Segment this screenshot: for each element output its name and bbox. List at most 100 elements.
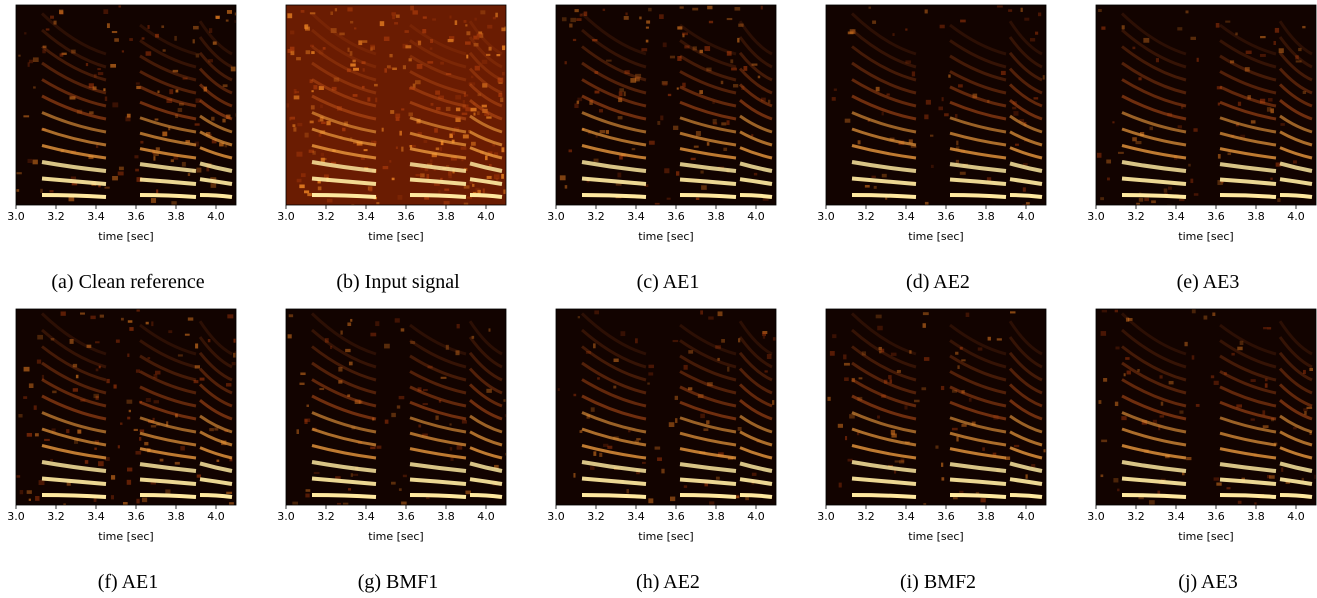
noise xyxy=(222,84,228,88)
noise xyxy=(1217,154,1221,159)
noise xyxy=(613,385,617,389)
noise xyxy=(352,59,356,63)
noise xyxy=(764,370,768,373)
noise xyxy=(159,458,164,462)
harmonic xyxy=(851,345,917,382)
noise xyxy=(70,176,77,180)
noise xyxy=(136,177,143,182)
noise xyxy=(324,338,329,343)
noise xyxy=(955,159,960,164)
noise xyxy=(422,388,428,392)
noise xyxy=(195,343,199,349)
noise xyxy=(376,445,382,449)
harmonic xyxy=(851,61,917,95)
noise xyxy=(1098,400,1102,404)
harmonic xyxy=(949,70,1007,95)
noise xyxy=(42,45,47,49)
noise xyxy=(847,458,853,462)
harmonic xyxy=(679,370,737,395)
harmonic xyxy=(581,411,647,434)
harmonic xyxy=(1121,394,1187,421)
noise xyxy=(971,421,976,426)
x-tick-label: 4.0 xyxy=(1287,210,1305,223)
harmonic xyxy=(581,493,647,499)
noise xyxy=(326,198,333,203)
harmonic xyxy=(851,476,917,486)
harmonic xyxy=(581,61,647,95)
harmonic xyxy=(1278,336,1313,369)
harmonic xyxy=(311,444,377,460)
noise xyxy=(139,429,145,433)
noise xyxy=(71,49,76,54)
noise xyxy=(641,48,648,52)
harmonic xyxy=(679,416,737,434)
noise xyxy=(444,188,450,191)
noise xyxy=(409,87,415,90)
noise xyxy=(871,175,876,179)
noise xyxy=(1295,60,1302,63)
harmonic xyxy=(1008,51,1043,82)
noise xyxy=(166,421,169,427)
noise xyxy=(924,201,929,205)
noise xyxy=(290,30,295,35)
noise xyxy=(174,35,177,41)
noise xyxy=(350,63,356,67)
noise xyxy=(455,117,461,123)
noise xyxy=(432,18,437,21)
noise xyxy=(466,196,473,199)
noise xyxy=(429,47,433,50)
spectrogram xyxy=(825,308,1047,506)
noise xyxy=(929,134,934,137)
noise xyxy=(712,119,717,124)
noise xyxy=(762,330,768,335)
noise xyxy=(317,119,321,123)
noise xyxy=(1043,449,1046,453)
noise xyxy=(71,181,78,186)
noise xyxy=(354,27,357,30)
noise xyxy=(296,178,302,183)
noise xyxy=(730,59,734,64)
noise xyxy=(16,475,21,478)
noise xyxy=(751,472,757,476)
noise xyxy=(329,345,333,349)
harmonic xyxy=(199,130,233,147)
harmonic xyxy=(738,367,773,395)
noise xyxy=(208,59,213,63)
noise xyxy=(426,173,430,179)
noise xyxy=(27,158,33,164)
noise xyxy=(66,481,71,486)
noise xyxy=(309,79,313,84)
noise xyxy=(618,91,623,97)
noise xyxy=(184,333,190,336)
harmonic xyxy=(1278,320,1313,356)
noise xyxy=(896,369,901,373)
harmonic xyxy=(679,477,737,486)
harmonic xyxy=(580,12,647,56)
noise xyxy=(133,428,138,431)
noise xyxy=(88,83,94,88)
harmonic xyxy=(1009,146,1043,160)
harmonic xyxy=(198,351,233,382)
harmonic xyxy=(139,23,197,56)
harmonic xyxy=(139,400,197,421)
harmonic xyxy=(1121,460,1187,473)
noise xyxy=(72,363,78,368)
noise xyxy=(625,12,628,16)
noise xyxy=(495,12,498,18)
spectrogram-bg xyxy=(826,309,1046,505)
noise xyxy=(1010,311,1016,314)
noise xyxy=(734,7,741,11)
noise xyxy=(715,476,720,480)
harmonic xyxy=(469,446,503,460)
noise xyxy=(296,57,301,61)
harmonic xyxy=(468,36,503,69)
noise xyxy=(482,188,485,194)
x-tick-label: 4.0 xyxy=(1017,510,1035,523)
harmonic xyxy=(949,85,1007,108)
noise xyxy=(26,432,33,437)
noise xyxy=(595,134,598,138)
harmonic xyxy=(1278,67,1313,95)
harmonic xyxy=(409,100,467,121)
noise xyxy=(305,489,311,492)
noise xyxy=(126,479,132,485)
